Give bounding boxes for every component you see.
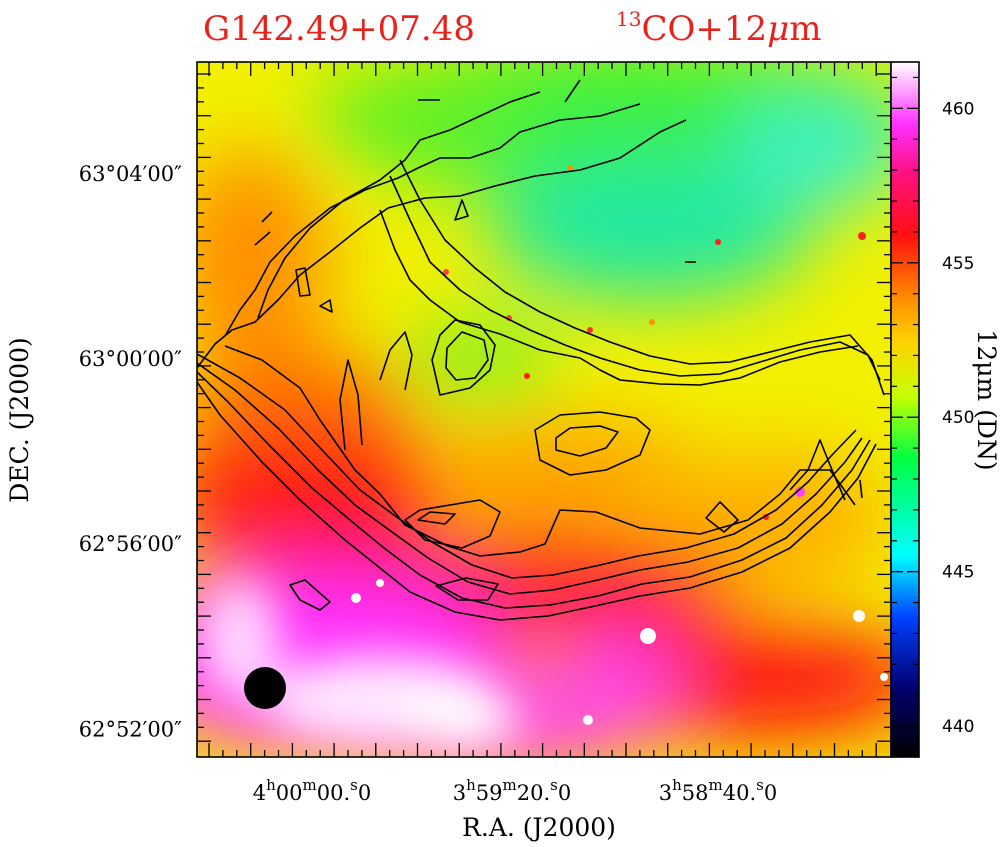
- contour-edge-left: [254, 211, 273, 246]
- colorbar-label-text: 12μm (DN): [972, 329, 1001, 470]
- co-contours: [197, 79, 885, 621]
- contour-ridge-3: [399, 159, 885, 396]
- chart-title-source: G142.49+07.48: [203, 9, 475, 49]
- colorbar-tick-label: 460: [942, 99, 974, 119]
- contour-blob-ne: [454, 199, 469, 221]
- colorbar-tick-label: 450: [942, 408, 974, 428]
- y-tick-label: 63°00′00″: [79, 347, 182, 371]
- contour-blob-southwest: [289, 579, 331, 611]
- contour-peak-center-inner: [555, 425, 619, 457]
- x-axis-label: R.A. (J2000): [462, 813, 616, 842]
- contour-peak-north-inner: [445, 331, 489, 381]
- tracer-tail: m: [789, 9, 821, 49]
- contour-peak-east: [705, 501, 739, 533]
- colorbar: [891, 62, 919, 757]
- contour-level-3: [197, 362, 863, 595]
- contour-ridge-2: [389, 175, 881, 381]
- contour-level-5: [224, 345, 856, 557]
- contour-east-spur: [789, 439, 846, 501]
- colorbar-frame: [890, 61, 920, 758]
- beam-marker: [244, 667, 286, 709]
- contour-east-dot: [859, 479, 863, 499]
- tracer-mu: μ: [767, 9, 789, 49]
- contour-upper-arc-1: [197, 119, 687, 369]
- contour-finger-2: [379, 331, 413, 391]
- plot-frame-ticks: [197, 62, 891, 757]
- contour-finger-1: [339, 359, 363, 451]
- y-tick-label: 63°04′00″: [79, 162, 182, 186]
- colorbar-tick-label: 445: [942, 563, 974, 583]
- contour-peak-center: [534, 411, 651, 476]
- colorbar-ticks: 440 445 450 455 460: [891, 76, 974, 758]
- contour-peak-north: [431, 319, 496, 396]
- y-tick-label: 62°56′00″: [79, 532, 182, 556]
- contour-peak-south-inner: [417, 511, 456, 525]
- contour-level-4: [197, 353, 857, 579]
- y-tick-labels: 63°04′00″ 63°00′00″ 62°56′00″ 62°52′00″: [79, 162, 182, 742]
- y-axis-label: DEC. (J2000): [5, 337, 34, 503]
- contour-peak-bottom: [435, 577, 499, 601]
- x-tick-label: 3h58m40.s0: [659, 776, 778, 805]
- x-tick-labels: 4h00m00.s0 3h59m20.s0 3h58m40.s0: [253, 776, 778, 805]
- contour-level-2: [197, 371, 871, 609]
- contour-top-2: [564, 79, 581, 103]
- contour-ridge-1: [379, 209, 859, 386]
- tracer-main: CO+12: [641, 9, 767, 49]
- x-tick-label: 3h59m20.s0: [453, 776, 572, 805]
- chart-title-tracer: 13CO+12μm: [616, 7, 821, 49]
- contour-peak-south: [404, 499, 501, 549]
- tracer-superscript: 13: [616, 7, 641, 31]
- colorbar-tick-label: 440: [942, 717, 974, 737]
- x-tick-label: 4h00m00.s0: [253, 776, 372, 805]
- colorbar-label: 12μm (DN): [972, 329, 1001, 470]
- contour-level-1: [197, 381, 877, 621]
- contour-blob-w1: [295, 267, 311, 297]
- contour-blob-w2: [319, 299, 333, 313]
- contour-upper-arc-3: [257, 91, 541, 319]
- colorbar-tick-label: 455: [942, 254, 974, 274]
- contour-upper-arc-2: [224, 103, 641, 337]
- heatmap-image: [197, 62, 891, 757]
- y-tick-label: 62°52′00″: [79, 717, 182, 741]
